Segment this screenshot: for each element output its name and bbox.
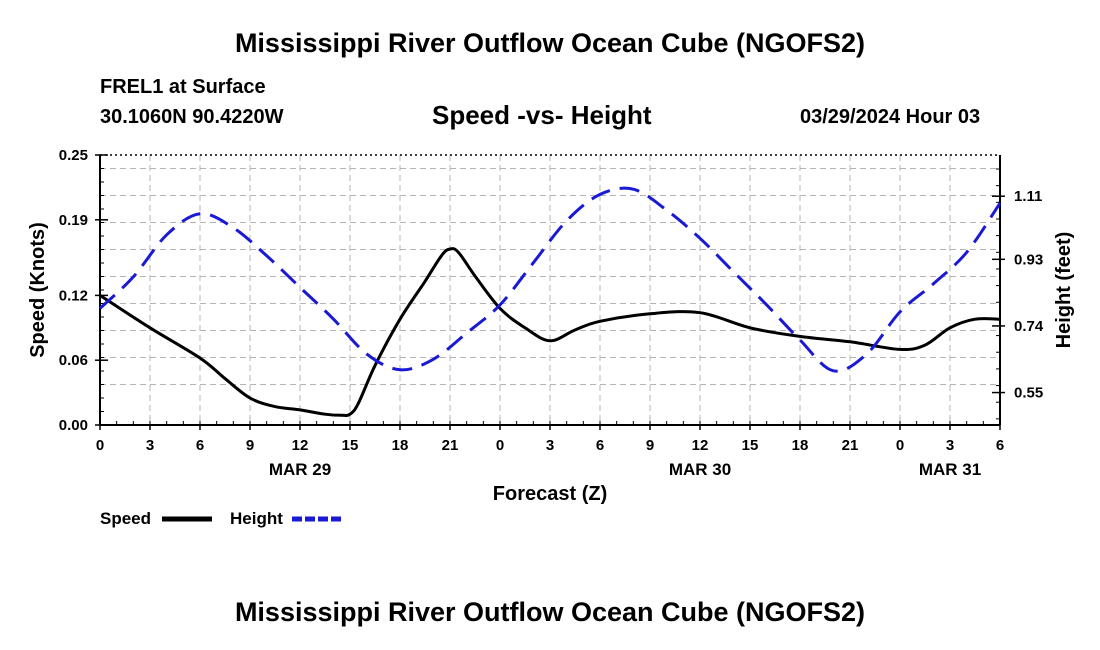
x-tick-label: 15 bbox=[742, 437, 759, 454]
x-tick-label: 18 bbox=[792, 437, 809, 454]
y-tick-label: 0.12 bbox=[59, 287, 88, 304]
y-tick-label: 0.25 bbox=[59, 147, 88, 164]
series-line-speed bbox=[99, 247, 1001, 417]
y2-tick-label: 0.93 bbox=[1014, 251, 1043, 268]
footer-title: Mississippi River Outflow Ocean Cube (NG… bbox=[234, 597, 866, 627]
legend-label-height: Height bbox=[230, 509, 283, 528]
y2-axis-title: Height (feet) bbox=[1053, 232, 1075, 349]
y-tick-label: 0.06 bbox=[59, 352, 88, 369]
y2-tick-label: 0.55 bbox=[1014, 385, 1043, 402]
x-tick-label: 21 bbox=[442, 437, 459, 454]
x-tick-label: 15 bbox=[342, 437, 359, 454]
x-tick-label: 3 bbox=[946, 437, 954, 454]
x-tick-label: 0 bbox=[96, 437, 104, 454]
date-label: MAR 30 bbox=[669, 460, 731, 479]
x-tick-label: 6 bbox=[596, 437, 604, 454]
y-tick-label: 0.00 bbox=[59, 417, 88, 434]
y2-tick-label: 1.11 bbox=[1014, 188, 1042, 205]
x-tick-label: 0 bbox=[496, 437, 504, 454]
x-tick-label: 6 bbox=[996, 437, 1004, 454]
y-axis-title: Speed (Knots) bbox=[27, 222, 49, 358]
x-tick-label: 12 bbox=[692, 437, 709, 454]
y-tick-label: 0.19 bbox=[59, 212, 88, 229]
x-tick-label: 6 bbox=[196, 437, 204, 454]
x-tick-label: 3 bbox=[146, 437, 154, 454]
series-line-height bbox=[98, 186, 1002, 373]
y2-tick-label: 0.74 bbox=[1014, 318, 1044, 335]
x-tick-label: 12 bbox=[292, 437, 309, 454]
x-tick-label: 18 bbox=[392, 437, 409, 454]
x-axis-title: Forecast (Z) bbox=[493, 483, 607, 505]
x-tick-label: 21 bbox=[842, 437, 859, 454]
x-tick-label: 9 bbox=[646, 437, 654, 454]
station-label: FREL1 at Surface bbox=[100, 76, 266, 98]
date-label: MAR 29 bbox=[269, 460, 331, 479]
forecast-datetime: 03/29/2024 Hour 03 bbox=[800, 106, 981, 128]
station-coordinates: 30.1060N 90.4220W bbox=[100, 106, 284, 128]
legend-label-speed: Speed bbox=[100, 509, 151, 528]
x-tick-label: 9 bbox=[246, 437, 254, 454]
chart-main-title: Mississippi River Outflow Ocean Cube (NG… bbox=[234, 28, 866, 58]
x-tick-label: 0 bbox=[896, 437, 904, 454]
chart-subtitle: Speed -vs- Height bbox=[432, 100, 652, 130]
date-label: MAR 31 bbox=[919, 460, 981, 479]
x-tick-label: 3 bbox=[546, 437, 554, 454]
